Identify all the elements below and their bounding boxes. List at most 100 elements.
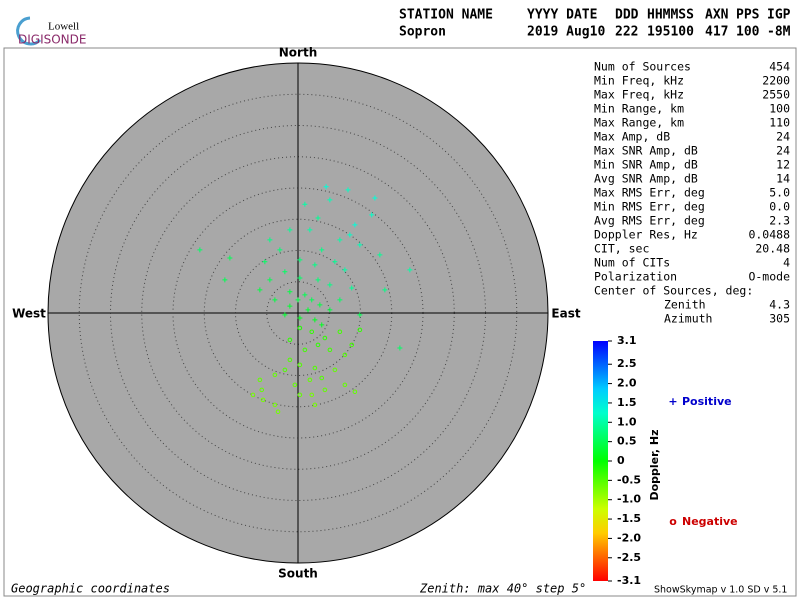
colorbar-label: Doppler, Hz — [648, 429, 661, 500]
stat-label: CIT, sec — [594, 242, 649, 256]
stat-value: 454 — [769, 60, 790, 74]
source-positive — [312, 317, 318, 323]
stat-value: 12 — [776, 158, 790, 172]
colorbar-tick-label: 0.5 — [617, 435, 637, 448]
source-positive — [323, 184, 329, 190]
source-positive — [352, 222, 358, 228]
stat-value: 20.48 — [755, 242, 790, 256]
source-positive — [309, 297, 315, 303]
south-label: South — [278, 567, 318, 581]
stat-label: Min SNR Amp, dB — [594, 158, 698, 172]
stat-label: Polarization — [594, 270, 677, 284]
source-negative — [260, 397, 266, 403]
stat-value: 2200 — [762, 74, 790, 88]
logo-bottom: DIGISONDE — [18, 33, 86, 47]
footer-middle: Zenith: max 40° step 5° — [419, 582, 586, 596]
header-label: HHMMSS — [647, 8, 694, 23]
source-positive — [277, 247, 283, 253]
source-negative — [309, 329, 315, 335]
source-negative — [297, 325, 303, 331]
stat-value: 110 — [769, 116, 790, 130]
source-positive — [357, 312, 363, 318]
source-positive — [337, 297, 343, 303]
source-negative — [250, 392, 256, 398]
source-positive — [272, 297, 278, 303]
source-positive — [377, 252, 383, 258]
colorbar-tick-label: -1.0 — [617, 493, 641, 506]
logo-top: Lowell — [48, 21, 79, 33]
source-negative — [315, 342, 321, 348]
source-positive — [282, 312, 288, 318]
stat-label: Doppler Res, Hz — [594, 228, 698, 242]
stat-value: 5.0 — [769, 186, 790, 200]
colorbar — [593, 341, 608, 581]
source-positive — [312, 262, 318, 268]
source-positive — [287, 227, 293, 233]
stat-label: Max Range, km — [594, 116, 684, 130]
source-positive — [297, 257, 303, 263]
header-value: 100 — [736, 25, 760, 40]
source-negative — [342, 352, 348, 358]
stat-value: 2.3 — [769, 214, 790, 228]
legend-symbol: o — [669, 515, 677, 528]
source-negative — [297, 362, 303, 368]
center-value: 305 — [769, 312, 790, 326]
stat-value: 2550 — [762, 88, 790, 102]
source-negative — [297, 392, 303, 398]
source-positive — [319, 322, 325, 328]
stat-label: Min Freq, kHz — [594, 74, 684, 88]
west-label: West — [12, 307, 46, 321]
source-positive — [407, 267, 413, 273]
source-negative — [322, 387, 328, 393]
north-label: North — [279, 46, 317, 60]
stat-label: Min RMS Err, deg — [594, 200, 705, 214]
source-positive — [327, 307, 333, 313]
stat-label: Max Amp, dB — [594, 130, 670, 144]
center-value: 4.3 — [769, 298, 790, 312]
stat-label: Max Freq, kHz — [594, 88, 684, 102]
legend-label: Positive — [682, 395, 732, 408]
source-negative — [312, 365, 318, 371]
stat-label: Max SNR Amp, dB — [594, 144, 698, 158]
colorbar-tick-label: 0 — [617, 454, 625, 467]
stat-label: Num of CITs — [594, 256, 670, 270]
source-positive — [302, 292, 308, 298]
colorbar-tick-label: -0.5 — [617, 473, 641, 486]
source-negative — [272, 372, 278, 378]
stat-value: O-mode — [748, 270, 790, 284]
source-positive — [282, 269, 288, 275]
header-value: -8M — [767, 25, 791, 40]
source-negative — [292, 382, 298, 388]
source-negative — [287, 357, 293, 363]
header-label: YYYY DATE — [527, 8, 597, 23]
source-positive — [317, 302, 323, 308]
source-negative — [257, 377, 263, 383]
source-negative — [352, 389, 358, 395]
source-positive — [327, 282, 333, 288]
source-negative — [332, 367, 338, 373]
source-positive — [297, 315, 303, 321]
source-negative — [309, 392, 315, 398]
source-positive — [319, 247, 325, 253]
source-positive — [349, 285, 355, 291]
header-value: 2019 Aug10 — [527, 25, 605, 40]
header-value: 222 — [615, 25, 638, 40]
source-negative — [327, 347, 333, 353]
source-negative — [342, 382, 348, 388]
frame — [3, 47, 797, 597]
legend-label: Negative — [682, 515, 738, 528]
source-positive — [257, 287, 263, 293]
center-label: Zenith — [664, 298, 706, 312]
colorbar-tick-label: 3.1 — [617, 334, 637, 347]
source-negative — [307, 377, 313, 383]
source-positive — [267, 277, 273, 283]
stat-label: Num of Sources — [594, 60, 691, 74]
footer-right: ShowSkymap v 1.0 SD v 5.1 — [654, 585, 787, 596]
source-positive — [337, 237, 343, 243]
source-positive — [302, 201, 308, 207]
source-positive — [345, 187, 351, 193]
header-label: STATION NAME — [399, 8, 493, 23]
header-value: 417 — [705, 25, 728, 40]
stat-value: 14 — [776, 172, 790, 186]
